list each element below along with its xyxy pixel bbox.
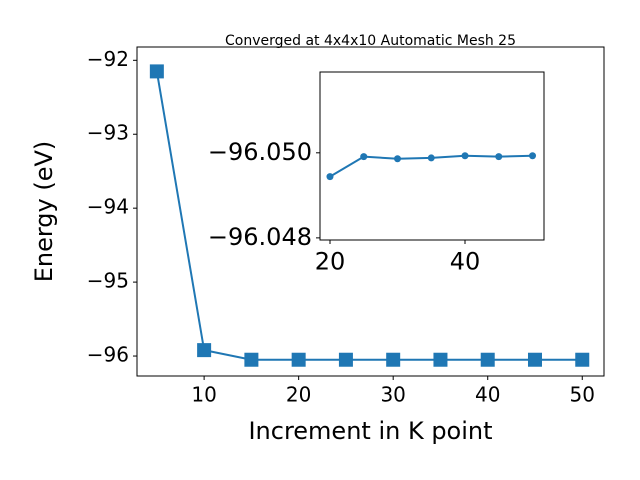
marker <box>427 154 435 162</box>
x-axis-label: Increment in K point <box>248 417 492 445</box>
marker <box>461 152 469 160</box>
marker <box>326 173 334 181</box>
y-axis-label: Energy (eV) <box>30 141 58 283</box>
x-tick-label: 40 <box>450 247 481 275</box>
marker <box>495 153 503 161</box>
marker <box>480 352 495 367</box>
x-tick-label: 10 <box>191 383 216 407</box>
x-tick-label: 40 <box>475 383 500 407</box>
x-tick-label: 20 <box>315 247 346 275</box>
marker <box>338 352 353 367</box>
marker <box>291 352 306 367</box>
marker <box>433 352 448 367</box>
marker <box>197 343 212 358</box>
marker <box>360 153 368 161</box>
y-tick-label: −92 <box>87 47 129 71</box>
y-tick-label: −96.048 <box>208 223 312 251</box>
y-tick-label: −93 <box>87 121 129 145</box>
y-tick-label: −96.050 <box>208 138 312 166</box>
marker <box>527 352 542 367</box>
marker <box>575 352 590 367</box>
y-tick-label: −96 <box>87 343 129 367</box>
marker <box>394 155 402 163</box>
marker <box>149 64 164 79</box>
x-tick-label: 30 <box>380 383 405 407</box>
marker <box>529 152 537 160</box>
marker <box>244 352 259 367</box>
x-tick-label: 20 <box>286 383 311 407</box>
y-tick-label: −94 <box>87 195 129 219</box>
chart-title: Converged at 4x4x10 Automatic Mesh 25 <box>225 33 516 49</box>
x-tick-label: 50 <box>570 383 595 407</box>
series-line <box>155 71 583 361</box>
marker <box>386 352 401 367</box>
y-tick-label: −95 <box>87 269 129 293</box>
